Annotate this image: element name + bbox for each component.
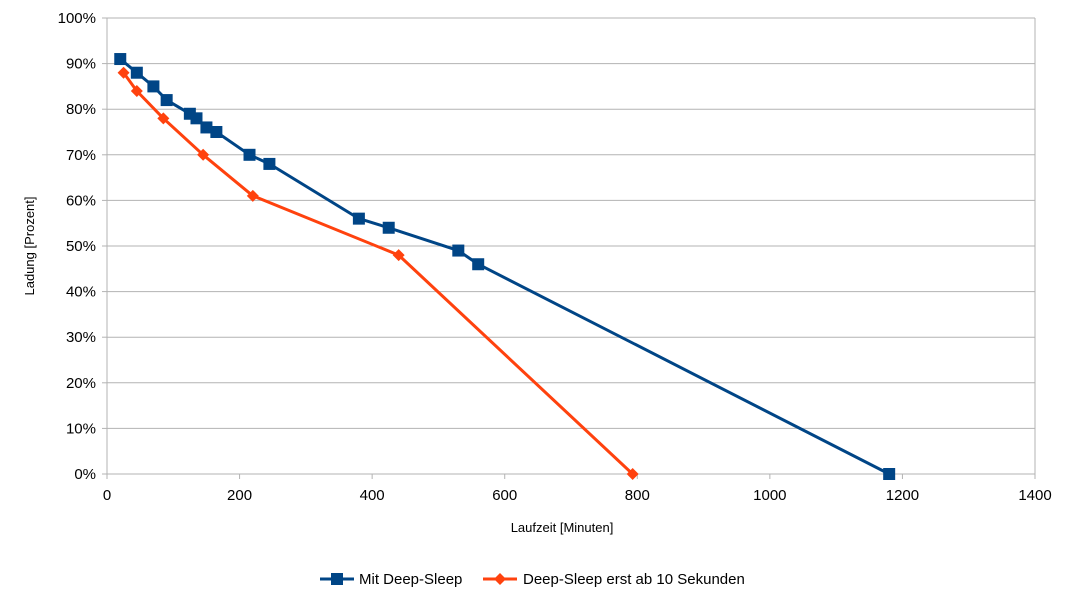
data-point xyxy=(883,468,896,480)
data-point xyxy=(190,112,203,125)
data-point xyxy=(130,66,143,79)
series-1 xyxy=(114,53,896,480)
series-line xyxy=(119,57,890,476)
legend-item-1: Mit Deep-Sleep xyxy=(320,571,462,588)
data-point xyxy=(263,157,276,170)
data-point xyxy=(382,221,395,234)
y-axis-title: Ladung [Prozent] xyxy=(22,196,37,295)
y-tick-label: 0% xyxy=(74,466,96,483)
series-2 xyxy=(117,66,639,480)
x-tick-label: 800 xyxy=(625,487,650,504)
legend: Mit Deep-Sleep Deep-Sleep erst ab 10 Seku… xyxy=(320,571,745,588)
data-point xyxy=(210,126,223,138)
data-point xyxy=(246,189,259,202)
y-tick-label: 80% xyxy=(66,101,96,118)
data-point xyxy=(157,112,170,125)
data-point xyxy=(130,84,143,97)
data-point xyxy=(114,53,127,66)
x-tick-label: 600 xyxy=(492,487,517,504)
data-point xyxy=(452,244,465,257)
x-tick-label: 1200 xyxy=(886,487,919,504)
y-tick-label: 90% xyxy=(66,56,96,73)
x-tick-label: 1000 xyxy=(753,487,786,504)
x-axis-ticks: 0 200 400 600 800 1000 1200 1400 xyxy=(103,474,1052,504)
y-tick-label: 100% xyxy=(58,10,96,27)
x-axis-title: Laufzeit [Minuten] xyxy=(511,520,614,535)
data-point xyxy=(147,80,160,93)
y-axis-ticks: 0% 10% 20% 30% 40% 50% 60% 70% 80% 90% 100% xyxy=(58,10,107,483)
legend-label: Mit Deep-Sleep xyxy=(359,571,462,588)
data-point xyxy=(472,258,485,271)
y-tick-label: 50% xyxy=(66,238,96,255)
legend-marker xyxy=(494,573,506,585)
x-tick-label: 200 xyxy=(227,487,252,504)
data-point xyxy=(117,66,130,79)
series-line xyxy=(122,71,634,476)
series-layer xyxy=(114,53,896,480)
data-point xyxy=(352,212,365,225)
y-tick-label: 10% xyxy=(66,420,96,437)
data-point xyxy=(392,249,405,262)
y-tick-label: 40% xyxy=(66,284,96,301)
legend-marker xyxy=(331,573,343,585)
legend-label: Deep-Sleep erst ab 10 Sekunden xyxy=(523,571,745,588)
data-point xyxy=(200,121,213,134)
x-tick-label: 0 xyxy=(103,487,111,504)
data-point xyxy=(160,94,173,107)
x-tick-label: 400 xyxy=(360,487,385,504)
legend-item-2: Deep-Sleep erst ab 10 Sekunden xyxy=(483,571,745,588)
data-point xyxy=(197,148,210,161)
x-tick-label: 1400 xyxy=(1018,487,1051,504)
grid xyxy=(107,17,1035,429)
y-tick-label: 60% xyxy=(66,192,96,209)
y-tick-label: 30% xyxy=(66,329,96,346)
data-point xyxy=(626,468,639,480)
data-point xyxy=(243,148,256,161)
y-tick-label: 70% xyxy=(66,147,96,164)
y-tick-label: 20% xyxy=(66,375,96,392)
